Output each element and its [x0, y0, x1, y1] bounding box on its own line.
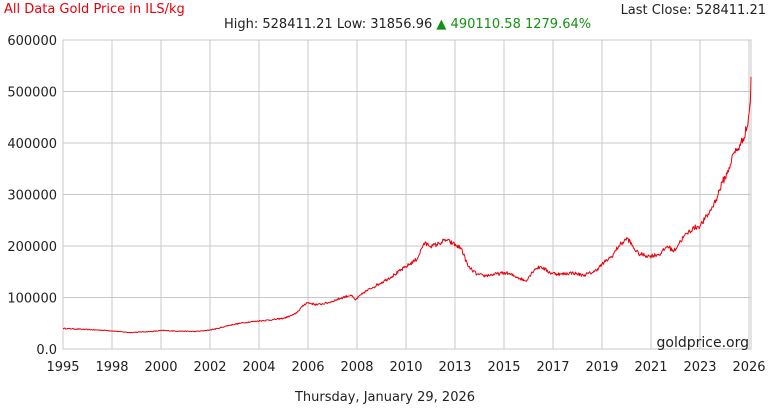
x-tick-label-7: 2010 — [389, 360, 422, 375]
high-low-text: High: 528411.21 Low: 31856.96 — [224, 17, 433, 32]
series-layer — [62, 76, 752, 334]
y-tick-label-3: 300000 — [7, 189, 57, 204]
x-tick-label-12: 2021 — [634, 360, 667, 375]
x-tick-label-4: 2004 — [242, 360, 275, 375]
x-tick-label-3: 2002 — [193, 360, 226, 375]
x-tick-label-8: 2013 — [438, 360, 471, 375]
change-value: 490110.58 1279.64% — [450, 17, 592, 32]
gold-price-line-0 — [62, 76, 752, 334]
x-tick-label-6: 2008 — [340, 360, 373, 375]
grid-layer — [62, 39, 752, 350]
y-tick-label-2: 400000 — [7, 137, 57, 152]
last-close-value: Last Close: 528411.21 — [620, 3, 766, 18]
tick-layer: 600000 500000 400000 300000 200000 100000 0.0 1… — [7, 34, 765, 375]
x-tick-label-13: 2023 — [683, 360, 716, 375]
x-tick-label-10: 2017 — [536, 360, 569, 375]
high-low-stats: High: 528411.21 Low: 31856.96 ▲ 490110.5… — [224, 17, 591, 32]
y-tick-label-0: 600000 — [7, 34, 57, 49]
x-tick-label-0: 1995 — [46, 360, 79, 375]
watermark-text: goldprice.org — [657, 335, 749, 351]
x-tick-label-2: 2000 — [144, 360, 177, 375]
y-tick-label-5: 100000 — [7, 292, 57, 307]
x-tick-label-11: 2019 — [585, 360, 618, 375]
y-tick-label-6: 0.0 — [36, 343, 57, 358]
footer-date: Thursday, January 29, 2026 — [294, 390, 476, 405]
x-tick-label-5: 2006 — [291, 360, 324, 375]
y-tick-label-1: 500000 — [7, 86, 57, 101]
y-tick-label-4: 200000 — [7, 240, 57, 255]
change-up-arrow-icon: ▲ — [436, 17, 447, 32]
x-tick-label-1: 1998 — [95, 360, 128, 375]
x-tick-label-9: 2015 — [487, 360, 520, 375]
chart-title: All Data Gold Price in ILS/kg — [4, 2, 185, 17]
x-tick-label-14: 2026 — [732, 360, 765, 375]
